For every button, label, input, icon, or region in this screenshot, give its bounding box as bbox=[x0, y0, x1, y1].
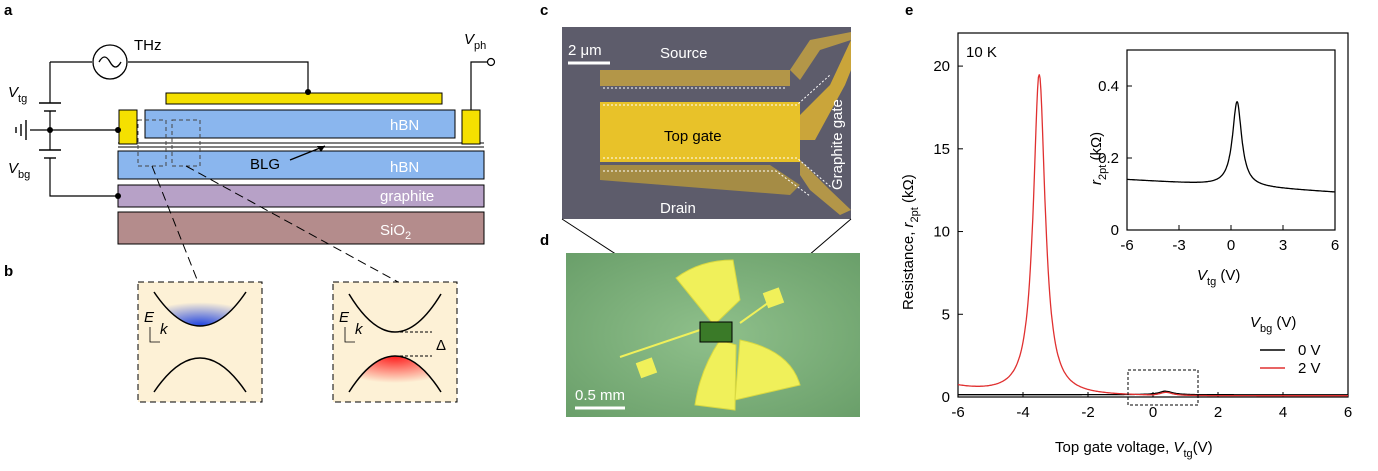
main-ylabel: Resistance, r2pt (kΩ) bbox=[900, 174, 921, 310]
inset-xlabel: Vtg (V) bbox=[1197, 267, 1240, 288]
circuit-wires bbox=[30, 61, 309, 197]
source-label: Source bbox=[660, 45, 708, 62]
zoom-rectangle bbox=[1127, 369, 1199, 406]
blg-arrowhead bbox=[317, 146, 325, 152]
main-series bbox=[957, 74, 1348, 397]
y-tick-label: 15 bbox=[933, 141, 950, 158]
svg-text:k: k bbox=[160, 321, 169, 338]
panel-label-e: e bbox=[905, 2, 913, 19]
top-hbn-layer bbox=[144, 109, 456, 139]
bottom-hbn-label: hBN bbox=[390, 159, 419, 176]
x-tick-label: 6 bbox=[1344, 404, 1352, 421]
panel-c: c 2 μm Source Top gate Drain Graphite ga… bbox=[540, 2, 852, 323]
y-tick-label: 0 bbox=[942, 389, 950, 406]
vph-wire bbox=[470, 61, 488, 110]
panel-a: a hBN hBN graphite SiO2 BLG bbox=[4, 2, 496, 283]
legend-label-0v: 0 V bbox=[1298, 342, 1321, 359]
thz-label: THz bbox=[134, 37, 162, 54]
panel-label-b: b bbox=[4, 263, 13, 280]
panel-e: e -6 -4 -2 0 2 4 6 0 5 10 15 20 10 K -6 -3 0 3 6 0 0.2 0.4… bbox=[900, 2, 1352, 460]
main-xlabel: Top gate voltage, Vtg(V) bbox=[1055, 439, 1213, 460]
sio2-layer bbox=[117, 211, 485, 245]
drain-label: Drain bbox=[660, 200, 696, 217]
x-tick-label: 4 bbox=[1279, 404, 1287, 421]
blg-label: BLG bbox=[250, 156, 280, 173]
zoom-region-d bbox=[699, 321, 733, 343]
svg-text:E: E bbox=[339, 309, 350, 326]
series-2v bbox=[957, 74, 1348, 397]
inset-x-tick-label: 6 bbox=[1331, 237, 1339, 254]
valence-band bbox=[153, 357, 247, 393]
conduction-band bbox=[153, 291, 247, 327]
svg-text:2 μm: 2 μm bbox=[568, 42, 602, 59]
y-tick-label: 10 bbox=[933, 224, 950, 241]
x-tick-label: 0 bbox=[1149, 404, 1157, 421]
right-contact bbox=[461, 109, 481, 145]
top-gate-pad bbox=[600, 102, 800, 162]
inset-x-tick-label: 3 bbox=[1279, 237, 1287, 254]
gap-delta: Δ bbox=[436, 337, 446, 354]
left-contact bbox=[118, 109, 138, 145]
vph-terminal bbox=[486, 57, 496, 67]
y-tick-label: 20 bbox=[933, 58, 950, 75]
top-gate-label: Top gate bbox=[664, 128, 722, 145]
panel-label-d: d bbox=[540, 232, 549, 249]
legend-label-2v: 2 V bbox=[1298, 360, 1321, 377]
panel-b: b E k Δ E k bbox=[4, 263, 458, 403]
vph-label: Vph bbox=[464, 31, 486, 52]
top-gate-electrode bbox=[165, 92, 443, 105]
temperature-label: 10 K bbox=[966, 44, 997, 61]
panel-label-c: c bbox=[540, 2, 548, 19]
sio2-label: SiO2 bbox=[380, 222, 411, 242]
series-0v bbox=[958, 390, 1348, 396]
axes-icon bbox=[149, 327, 160, 343]
x-tick-label: -4 bbox=[1016, 404, 1029, 421]
x-tick-label: 2 bbox=[1214, 404, 1222, 421]
vbg-label: Vbg bbox=[8, 160, 30, 181]
graphite-label: graphite bbox=[380, 188, 434, 205]
inset-series-0v bbox=[1127, 100, 1335, 193]
top-hbn-label: hBN bbox=[390, 117, 419, 134]
svg-text:E: E bbox=[144, 309, 155, 326]
panel-d: d 0.5 mm bbox=[540, 232, 860, 417]
vtg-label: Vtg bbox=[8, 84, 27, 105]
inset-x-tick-label: -6 bbox=[1120, 237, 1133, 254]
inset-x-tick-label: 0 bbox=[1227, 237, 1235, 254]
x-tick-label: -6 bbox=[951, 404, 964, 421]
inset-y-tick-label: 0 bbox=[1111, 222, 1119, 239]
inset-ylabel: r2pt (kΩ) bbox=[1088, 132, 1109, 185]
inset-axes: -6 -3 0 3 6 0 0.2 0.4 bbox=[1098, 78, 1339, 254]
x-tick-label: -2 bbox=[1081, 404, 1094, 421]
inset-y-tick-label: 0.4 bbox=[1098, 78, 1119, 95]
panel-label-a: a bbox=[4, 2, 13, 19]
y-tick-label: 5 bbox=[942, 306, 950, 323]
main-axes: -6 -4 -2 0 2 4 6 0 5 10 15 20 bbox=[933, 58, 1352, 421]
svg-text:0.5 mm: 0.5 mm bbox=[575, 387, 625, 404]
svg-text:k: k bbox=[355, 321, 364, 338]
legend-title: Vbg (V) bbox=[1250, 314, 1296, 335]
inset-x-tick-label: -3 bbox=[1172, 237, 1185, 254]
inset-y-tick-label: 0.2 bbox=[1098, 150, 1119, 167]
graphite-gate-label: Graphite gate bbox=[829, 99, 846, 190]
inset-series bbox=[1127, 100, 1335, 193]
circuit-wires-mid bbox=[49, 111, 118, 150]
